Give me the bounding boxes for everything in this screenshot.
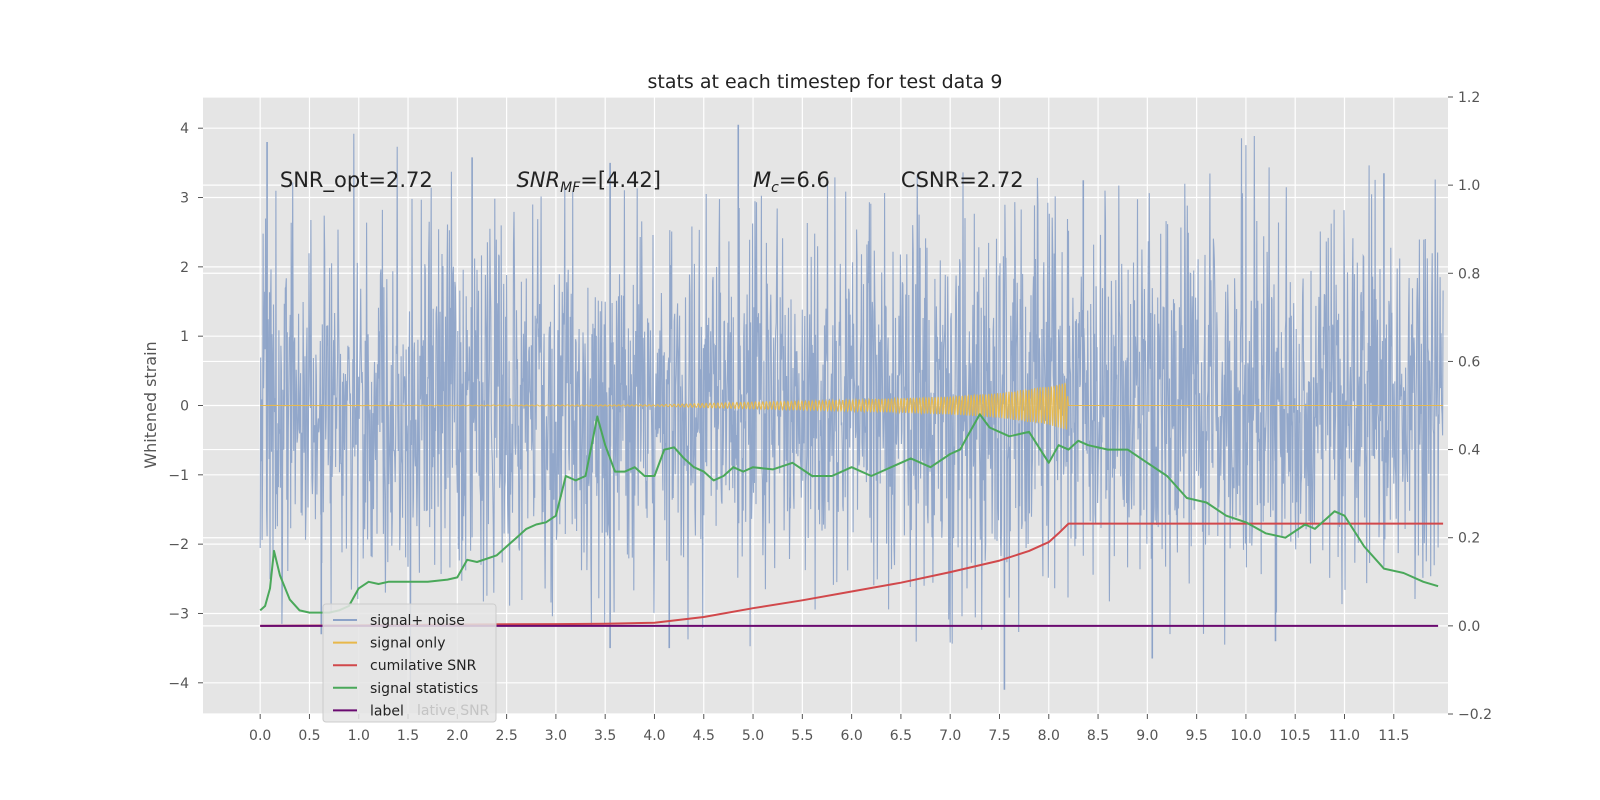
x-tick-label: 6.0 <box>840 728 862 744</box>
x-tick-label: 6.5 <box>890 728 912 744</box>
x-tick-label: 4.0 <box>643 728 665 744</box>
x-tick-label: 5.5 <box>791 728 813 744</box>
x-tick-label: 0.5 <box>298 728 320 744</box>
x-tick-label: 3.5 <box>594 728 616 744</box>
y2-tick-label: 0.6 <box>1458 354 1480 370</box>
y-tick-label: 1 <box>180 329 189 345</box>
annotation: Mc=6.6 <box>753 168 830 196</box>
x-tick-label: 7.5 <box>988 728 1010 744</box>
y-tick-label: −1 <box>168 468 189 484</box>
legend-label: cumilative SNR <box>370 658 477 674</box>
x-tick-label: 4.5 <box>693 728 715 744</box>
y2-tick-label: 1.2 <box>1458 90 1480 106</box>
annotation: CSNR=2.72 <box>901 168 1024 192</box>
annotations: SNR_opt=2.72 SNRMF=[4.42] Mc=6.6 CSNR=2.72 <box>280 168 1024 196</box>
y-tick-label: 0 <box>180 399 189 415</box>
noise-trace <box>259 133 1444 687</box>
x-tick-label: 1.5 <box>397 728 419 744</box>
annotation: SNR_opt=2.72 <box>280 168 433 193</box>
x-tick-label: 2.5 <box>495 728 517 744</box>
x-tick-label: 8.5 <box>1087 728 1109 744</box>
legend-label: label <box>370 703 404 719</box>
x-tick-label: 7.0 <box>939 728 961 744</box>
x-tick-label: 2.0 <box>446 728 468 744</box>
series-cumilative-snr <box>260 522 1444 627</box>
x-tick-label: 10.0 <box>1230 728 1261 744</box>
series-signal-only <box>260 382 1444 430</box>
y-tick-label: −2 <box>168 537 189 553</box>
legend-label: signal only <box>370 636 445 652</box>
x-tick-label: 8.0 <box>1038 728 1060 744</box>
y-tick-label: 2 <box>180 260 189 276</box>
signal-only-trace <box>260 382 1444 430</box>
series-signal-noise <box>259 124 1444 690</box>
chart-title: stats at each timestep for test data 9 <box>647 71 1002 93</box>
y2-tick-label: 0.4 <box>1458 443 1480 459</box>
legend-label: signal+ noise <box>370 613 465 629</box>
y2-tick-label: 0.2 <box>1458 531 1480 547</box>
y-tick-label: −4 <box>168 676 189 692</box>
y2-tick-label: 1.0 <box>1458 178 1480 194</box>
y-tick-label: 3 <box>180 191 189 207</box>
x-tick-label: 10.5 <box>1280 728 1311 744</box>
series-signal-statistics <box>259 413 1439 614</box>
y2-tick-label: 0.8 <box>1458 266 1480 282</box>
annotation: SNRMF=[4.42] <box>516 168 661 196</box>
y-tick-label: −3 <box>168 606 189 622</box>
x-tick-label: 5.0 <box>742 728 764 744</box>
y-axis-label: Whitened strain <box>141 341 160 468</box>
legend-label: signal statistics <box>370 681 478 697</box>
y-tick-label: 4 <box>180 121 189 137</box>
x-tick-label: 3.0 <box>545 728 567 744</box>
legend-ghost-text: lative SNR <box>417 703 490 719</box>
x-tick-label: 1.0 <box>348 728 370 744</box>
legend: lative SNR signal+ noise signal only cumil… <box>322 603 497 723</box>
x-tick-label: 11.0 <box>1329 728 1360 744</box>
axes: 0.0 0.5 1.0 1.5 2.0 2.5 3.0 3.5 4.0 4.5 5.0 5.5 6.0 6… <box>168 90 1492 744</box>
y2-tick-label: 0.0 <box>1458 619 1480 635</box>
x-tick-label: 9.0 <box>1136 728 1158 744</box>
y2-tick-label: −0.2 <box>1458 707 1492 723</box>
x-tick-label: 9.5 <box>1186 728 1208 744</box>
legend-box <box>322 603 497 723</box>
x-tick-label: 0.0 <box>249 728 271 744</box>
x-tick-label: 11.5 <box>1378 728 1409 744</box>
